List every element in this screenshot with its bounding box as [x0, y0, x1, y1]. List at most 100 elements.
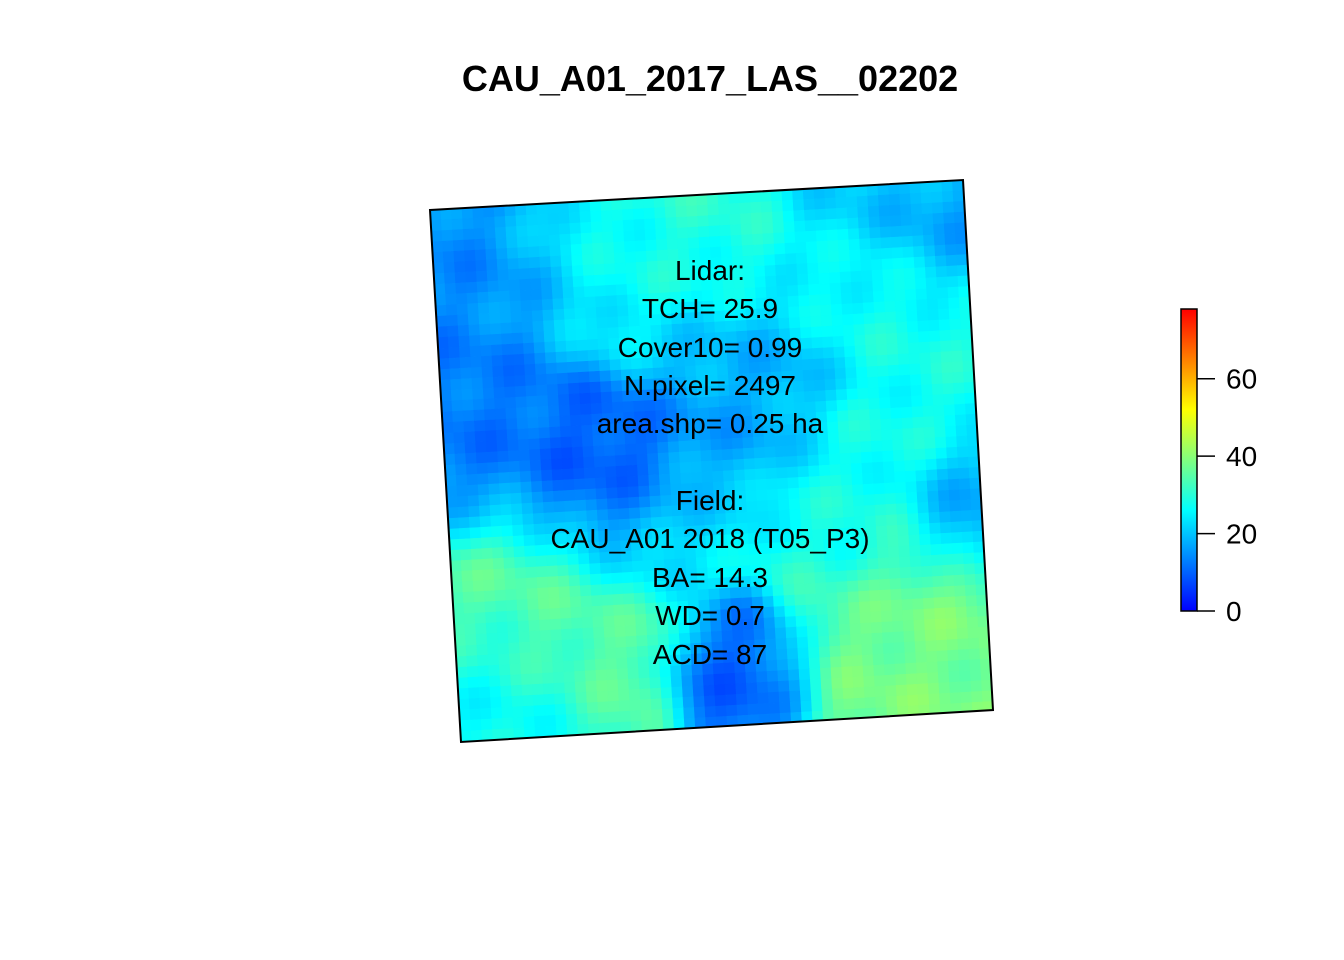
raster-cell — [494, 589, 507, 602]
raster-cell — [574, 307, 587, 320]
raster-cell — [498, 653, 511, 666]
raster-cell — [546, 202, 559, 215]
raster-cell — [596, 509, 609, 522]
raster-cell — [454, 634, 467, 647]
raster-cell — [825, 389, 838, 402]
raster-cell — [677, 237, 690, 250]
raster-cell — [477, 665, 490, 678]
raster-cell — [733, 469, 746, 482]
raster-cell — [468, 697, 481, 710]
raster-cell — [545, 362, 558, 375]
raster-cell — [494, 408, 507, 421]
raster-cell — [558, 212, 571, 225]
raster-cell — [911, 587, 924, 600]
raster-cell — [611, 583, 624, 595]
raster-cell — [475, 622, 488, 635]
raster-cell — [634, 603, 647, 616]
raster-cell — [467, 303, 480, 315]
raster-cell — [814, 390, 827, 403]
raster-cell — [610, 561, 623, 574]
raster-cell — [556, 362, 569, 374]
raster-cell — [601, 583, 614, 596]
raster-cell — [930, 180, 943, 193]
raster-cell — [945, 436, 958, 449]
raster-cell — [564, 692, 577, 705]
raster-cell — [592, 253, 605, 266]
raster-cell — [938, 308, 951, 321]
raster-cell — [838, 442, 851, 455]
raster-cell — [578, 553, 590, 565]
raster-cell — [948, 297, 961, 310]
raster-cell — [947, 660, 960, 673]
raster-cell — [853, 686, 866, 699]
raster-cell — [818, 272, 831, 285]
raster-cell — [826, 410, 839, 423]
raster-cell — [462, 580, 474, 593]
raster-cell — [611, 572, 624, 585]
raster-cell — [873, 483, 886, 495]
raster-cell — [554, 511, 567, 524]
raster-cell — [763, 254, 776, 267]
raster-cell — [879, 215, 892, 228]
raster-cell — [551, 458, 564, 471]
raster-cell — [493, 205, 506, 218]
raster-cell — [782, 573, 795, 586]
raster-cell — [507, 450, 520, 463]
raster-cell — [771, 200, 784, 213]
raster-cell — [778, 680, 790, 693]
raster-cell — [542, 490, 555, 503]
raster-cell — [746, 500, 759, 513]
raster-cell — [468, 687, 481, 700]
raster-cell — [521, 502, 534, 515]
raster-cell — [706, 193, 719, 206]
raster-cell — [930, 543, 943, 556]
raster-cell — [949, 318, 962, 331]
raster-cell — [847, 591, 860, 604]
raster-cell — [819, 283, 831, 296]
raster-cell — [549, 437, 562, 450]
raster-cell — [467, 484, 480, 497]
raster-cell — [615, 454, 628, 467]
raster-cell — [708, 214, 720, 227]
raster-cell — [490, 696, 503, 709]
raster-cell — [512, 716, 525, 729]
raster-cell — [555, 340, 567, 353]
raster-cell — [457, 324, 470, 337]
raster-cell — [645, 250, 658, 263]
raster-cell — [527, 598, 540, 611]
raster-cell — [469, 708, 482, 721]
raster-cell — [858, 590, 871, 603]
raster-cell — [563, 671, 576, 684]
raster-cell — [529, 267, 542, 280]
raster-cell — [650, 506, 663, 519]
lidar-tch: TCH= 25.9 — [642, 293, 778, 324]
raster-cell — [613, 241, 626, 254]
raster-cell — [901, 225, 914, 238]
raster-cell — [933, 597, 946, 609]
raster-cell — [448, 528, 461, 541]
raster-cell — [553, 501, 566, 513]
raster-cell — [892, 631, 905, 644]
raster-cell — [463, 612, 476, 625]
raster-cell — [470, 729, 483, 742]
legend-colorbar — [1180, 308, 1198, 612]
raster-cell — [794, 231, 807, 244]
raster-cell — [497, 269, 510, 282]
raster-cell — [786, 648, 799, 660]
raster-cell — [583, 638, 595, 650]
raster-cell — [802, 188, 815, 200]
raster-cell — [656, 249, 669, 262]
raster-cell — [618, 689, 631, 702]
raster-cell — [834, 367, 847, 380]
raster-cell — [798, 476, 811, 489]
raster-cell — [563, 308, 576, 321]
raster-cell — [602, 242, 615, 254]
raster-cell — [581, 424, 594, 437]
raster-cell — [957, 649, 970, 661]
raster-cell — [475, 452, 488, 464]
raster-cell — [547, 394, 560, 407]
raster-cell — [894, 289, 907, 302]
raster-cell — [829, 272, 841, 284]
raster-cell — [669, 473, 682, 485]
raster-cell — [505, 407, 518, 420]
